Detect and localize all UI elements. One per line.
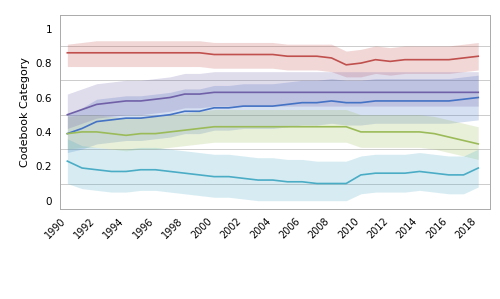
Y-axis label: Codebook Category: Codebook Category: [20, 57, 30, 167]
